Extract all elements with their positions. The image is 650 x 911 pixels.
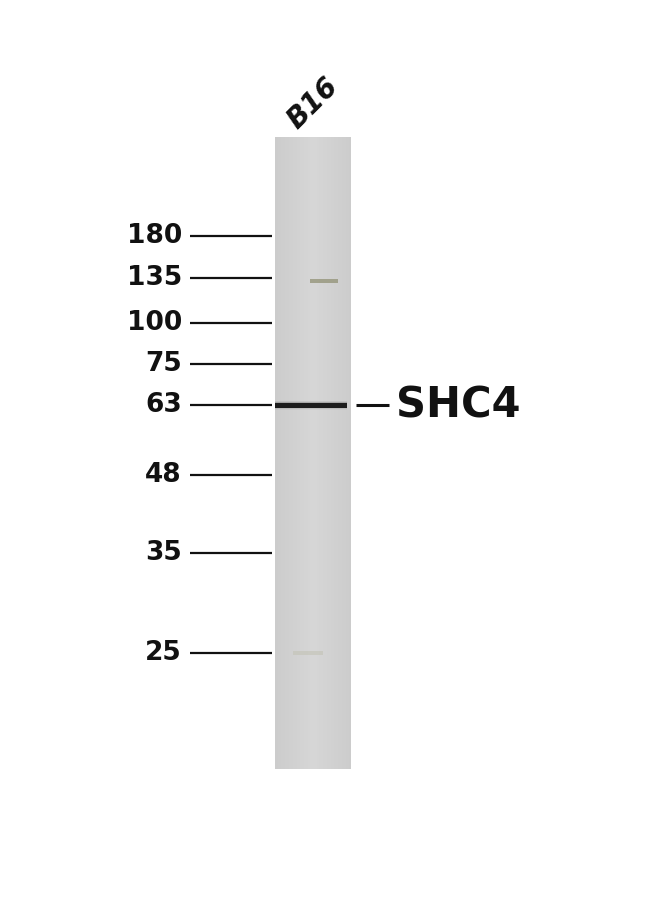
Bar [276,138,278,769]
Bar [294,138,295,769]
Bar [319,138,320,769]
Bar [308,138,309,769]
Bar [315,138,317,769]
Bar [322,138,323,769]
Bar [299,138,300,769]
Bar [317,138,318,769]
Bar [327,138,328,769]
Text: 100: 100 [127,311,182,336]
Text: 75: 75 [145,351,182,377]
Bar [311,279,338,283]
Bar [342,138,343,769]
Text: SHC4: SHC4 [396,384,521,426]
Bar [339,138,341,769]
Bar [275,138,351,769]
Bar [344,138,346,769]
Bar [289,138,291,769]
Bar [334,138,335,769]
Text: 180: 180 [127,222,182,249]
Bar [302,138,303,769]
Bar [309,138,311,769]
Bar [279,138,280,769]
Bar [296,138,298,769]
Bar [303,138,304,769]
Bar [333,138,334,769]
Bar [343,138,344,769]
Bar [307,138,308,769]
Bar [320,138,322,769]
Text: 63: 63 [145,393,182,418]
Bar [337,138,338,769]
Bar [311,138,312,769]
Bar [347,138,348,769]
Text: B16: B16 [282,72,344,134]
Bar [324,138,326,769]
Text: 48: 48 [146,463,182,488]
Bar [285,138,287,769]
Bar [346,138,347,769]
Bar [275,403,346,407]
Bar [314,138,315,769]
Bar [338,138,339,769]
Bar [293,138,294,769]
Bar [335,138,337,769]
Bar [332,138,333,769]
Bar [278,138,279,769]
Bar [318,138,319,769]
Bar [330,138,331,769]
Bar [284,138,285,769]
Text: 35: 35 [145,539,182,566]
Bar [300,138,302,769]
Bar [348,138,350,769]
Bar [304,138,306,769]
Bar [331,138,332,769]
Bar [341,138,342,769]
Bar [281,138,283,769]
Bar [326,138,327,769]
Text: 25: 25 [145,640,182,666]
Bar [283,138,284,769]
Bar [287,138,288,769]
Bar [288,138,289,769]
Bar [275,138,276,769]
Bar [295,138,296,769]
Bar [291,138,292,769]
Bar [292,651,323,655]
Bar [323,138,324,769]
Bar [313,138,314,769]
Bar [328,138,330,769]
Bar [280,138,281,769]
Text: 135: 135 [127,265,182,291]
Bar [350,138,351,769]
Bar [312,138,313,769]
Bar [298,138,299,769]
Bar [306,138,307,769]
